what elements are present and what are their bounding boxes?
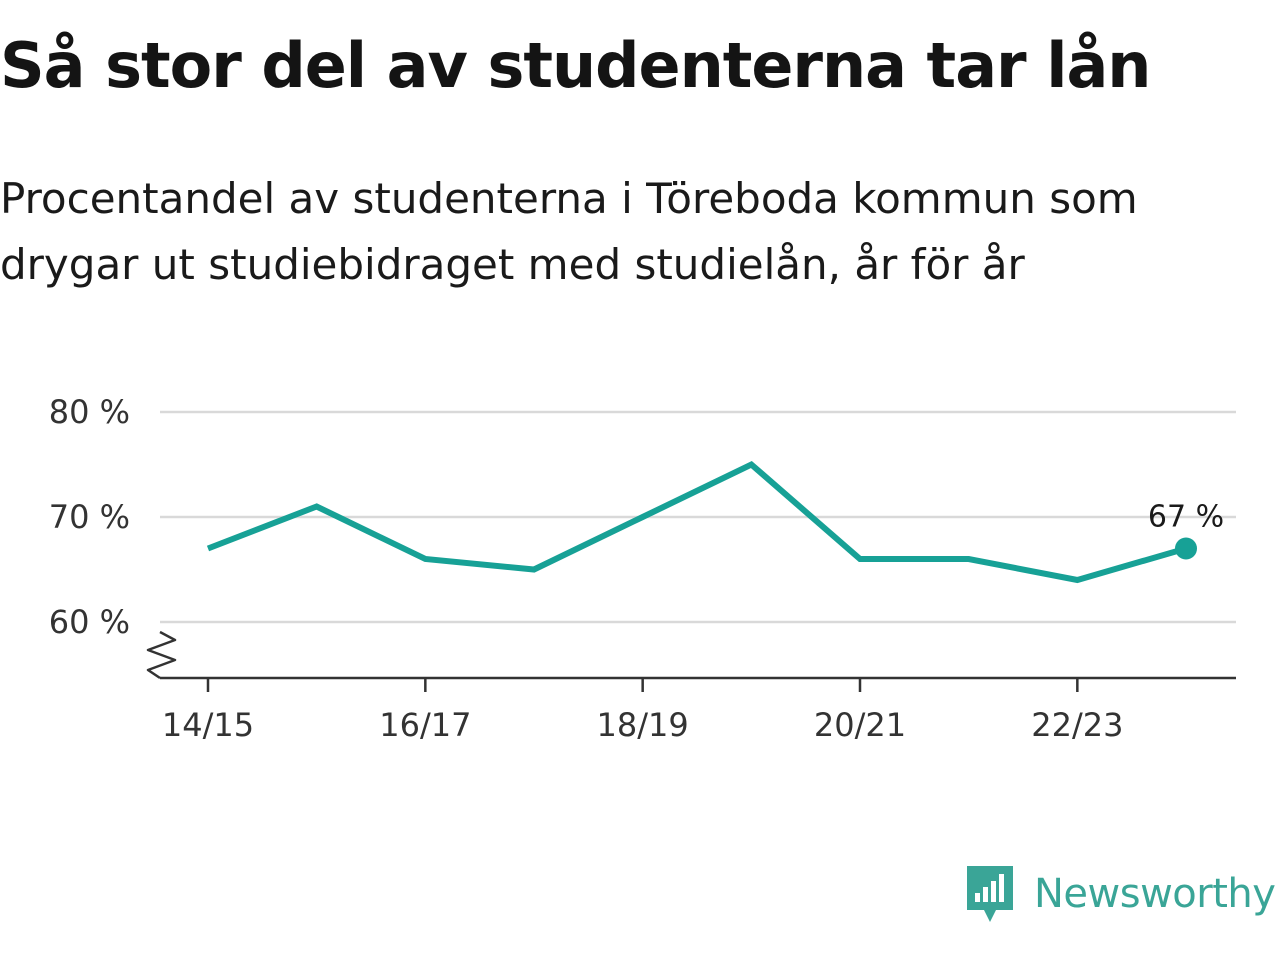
end-value-label: 67 % <box>1148 500 1224 535</box>
axis-break-icon <box>146 630 177 680</box>
brand-name: Newsworthy <box>1034 871 1276 917</box>
x-tick-label: 22/23 <box>1031 706 1123 744</box>
x-tick-label: 14/15 <box>162 706 254 744</box>
series-group <box>206 460 1197 584</box>
newsworthy-brand: Newsworthy <box>964 862 1276 926</box>
y-axis-labels: 60 % 70 % 80 % <box>49 393 130 641</box>
y-tick-label: 60 % <box>49 603 130 641</box>
x-tick-label: 16/17 <box>379 706 471 744</box>
chart-subtitle: Procentandel av studenterna i Töreboda k… <box>0 174 1138 289</box>
x-tick-label: 18/19 <box>597 706 689 744</box>
x-tick-label: 20/21 <box>814 706 906 744</box>
chart-title: Så stor del av studenterna tar lån <box>0 29 1151 102</box>
gridlines <box>160 410 1236 624</box>
y-tick-label: 80 % <box>49 393 130 431</box>
x-axis-ticks: 14/15 16/17 18/19 20/21 22/23 <box>162 678 1123 744</box>
newsworthy-logo-icon <box>967 866 1013 922</box>
line-chart: 60 % 70 % 80 % 14/15 16/17 18/19 20/21 22/23 6… <box>49 393 1236 744</box>
y-tick-label: 70 % <box>49 498 130 536</box>
series-line <box>206 460 1187 584</box>
end-point-marker <box>1175 537 1197 560</box>
